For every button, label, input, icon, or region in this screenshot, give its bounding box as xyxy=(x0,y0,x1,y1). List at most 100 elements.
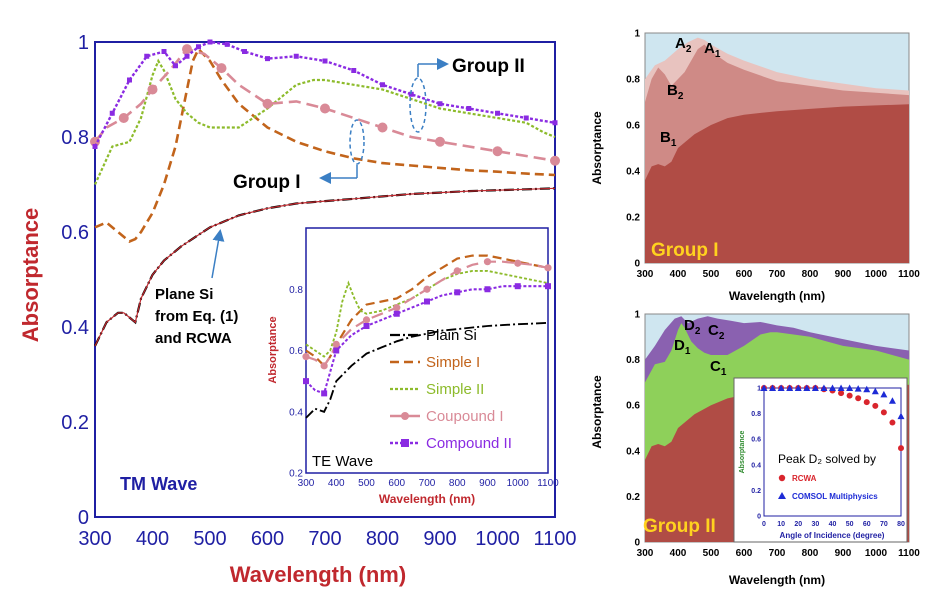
x-tick-label: 20 xyxy=(794,521,802,528)
y-tick-label: 0.4 xyxy=(626,446,640,457)
angle-inset-title: Peak D₂ solved by xyxy=(778,452,876,466)
angle-inset-x-axis-label: Angle of Incidence (degree) xyxy=(780,531,885,540)
te-x-axis-label: Wavelength (nm) xyxy=(379,492,475,506)
compound2-point xyxy=(173,63,178,69)
te-compound1-line xyxy=(305,260,549,368)
x-tick-label: 80 xyxy=(897,521,905,528)
comsol-point xyxy=(803,384,811,391)
angle-inset-x-tick-labels: 0 10 20 30 40 50 60 70 80 xyxy=(762,521,905,528)
te-legend-marker xyxy=(401,439,409,447)
compound2-point xyxy=(351,68,357,73)
te-compound1-point xyxy=(483,258,492,266)
y-tick-label: 0.6 xyxy=(626,401,640,412)
group-i-ellipse xyxy=(349,119,365,165)
y-tick-label: 1 xyxy=(634,29,640,40)
y-tick-label: 1 xyxy=(757,385,761,392)
rcwa-point xyxy=(889,419,896,426)
simple1-series-line xyxy=(94,46,556,244)
compound1-point xyxy=(492,146,503,157)
compound2-point xyxy=(437,101,443,107)
y-tick-label: 0.2 xyxy=(626,492,640,503)
y-tick-label: 0.8 xyxy=(751,411,761,418)
compound2-point xyxy=(196,44,201,50)
x-tick-label: 500 xyxy=(703,269,720,280)
y-tick-label: 0.4 xyxy=(289,407,303,418)
y-tick-label: 0.2 xyxy=(61,412,89,434)
te-compound2-line xyxy=(305,285,548,395)
peak-a2-label: A2 xyxy=(675,35,692,55)
rcwa-legend-label: RCWA xyxy=(792,474,817,483)
peak-b1-label: B1 xyxy=(660,129,677,149)
rcwa-point xyxy=(863,399,870,406)
x-tick-label: 500 xyxy=(193,528,226,550)
peak-d1-label: D1 xyxy=(674,337,691,357)
x-tick-label: 300 xyxy=(637,269,654,280)
x-tick-label: 900 xyxy=(835,269,852,280)
compound2-series-line xyxy=(93,40,556,148)
group-ii-label: Group II xyxy=(452,56,525,77)
x-tick-label: 700 xyxy=(419,478,436,489)
y-tick-label: 0.8 xyxy=(61,127,89,149)
peak-d2-label: D2 xyxy=(684,317,701,337)
compound2-point xyxy=(466,106,472,111)
x-tick-label: 40 xyxy=(829,521,837,528)
tm-wave-label: TM Wave xyxy=(120,474,197,494)
group-i-x-tick-labels: 300 400 500 600 700 800 900 1000 1100 xyxy=(637,269,921,280)
group-i-chart: 300 400 500 600 700 800 900 1000 1100 0 0.2 0.4 0.6… xyxy=(590,29,920,304)
compound2-point xyxy=(127,77,132,83)
y-tick-label: 0 xyxy=(78,507,89,529)
x-tick-label: 600 xyxy=(736,269,753,280)
group-i-y-axis-label: Absorptance xyxy=(590,111,604,185)
x-tick-label: 1100 xyxy=(533,528,576,550)
te-legend-marker xyxy=(401,412,409,420)
peak-c2-label: C2 xyxy=(708,322,725,342)
te-compound2-point xyxy=(393,310,400,317)
x-tick-label: 60 xyxy=(863,521,871,528)
compound1-point xyxy=(320,103,330,114)
group-i-x-axis-label: Wavelength (nm) xyxy=(729,289,825,303)
te-compound1-point xyxy=(393,304,401,312)
comsol-point xyxy=(846,384,854,391)
compound2-point xyxy=(380,82,385,88)
group-i-label: Group I xyxy=(233,172,301,193)
x-tick-label: 900 xyxy=(835,548,852,559)
y-tick-label: 0.8 xyxy=(626,355,640,366)
y-tick-label: 0.6 xyxy=(751,437,761,444)
area-layer-dark xyxy=(645,104,909,263)
y-tick-label: 0.2 xyxy=(751,488,761,495)
x-tick-label: 300 xyxy=(298,478,315,489)
angle-inset-y-axis-label: Absorptance xyxy=(739,431,746,474)
plane-si-label-3: and RCWA xyxy=(155,330,232,347)
te-compound1-point xyxy=(423,285,431,293)
x-tick-label: 70 xyxy=(880,521,888,528)
group-ii-y-axis-label: Absorptance xyxy=(590,375,604,449)
te-compound2-point xyxy=(514,283,521,290)
comsol-point xyxy=(820,384,828,391)
compound2-point xyxy=(322,58,328,64)
comsol-point xyxy=(777,384,785,391)
y-tick-label: 0 xyxy=(634,538,640,549)
x-tick-label: 30 xyxy=(811,521,819,528)
main-x-axis-label: Wavelength (nm) xyxy=(230,562,406,587)
x-tick-label: 400 xyxy=(670,269,687,280)
angle-inset-chart: 0 10 20 30 40 50 60 70 80 0 0.2 0.4 0.6 0.8 1 Angle o… xyxy=(733,377,908,543)
comsol-legend-marker xyxy=(778,492,786,499)
y-tick-label: 0.6 xyxy=(61,222,89,244)
x-tick-label: 600 xyxy=(736,548,753,559)
x-tick-label: 400 xyxy=(328,478,345,489)
x-tick-label: 700 xyxy=(769,269,786,280)
y-tick-label: 0.6 xyxy=(626,121,640,132)
compound2-point xyxy=(265,56,270,62)
te-compound1-point xyxy=(320,362,328,370)
compound2-point xyxy=(408,91,414,97)
compound2-point xyxy=(552,120,558,126)
te-compound2-point xyxy=(454,289,461,296)
x-tick-label: 10 xyxy=(777,521,785,528)
group-ii-ellipse xyxy=(409,77,427,133)
plane-si-label-1: Plane Si xyxy=(155,286,213,303)
te-compound2-point xyxy=(321,390,328,397)
te-inset-chart: 300 400 500 600 700 800 900 1000 1100 0.20.40.60… xyxy=(267,227,559,506)
plane-si-label-2: from Eq. (1) xyxy=(155,308,238,325)
te-compound1-point xyxy=(362,316,371,324)
